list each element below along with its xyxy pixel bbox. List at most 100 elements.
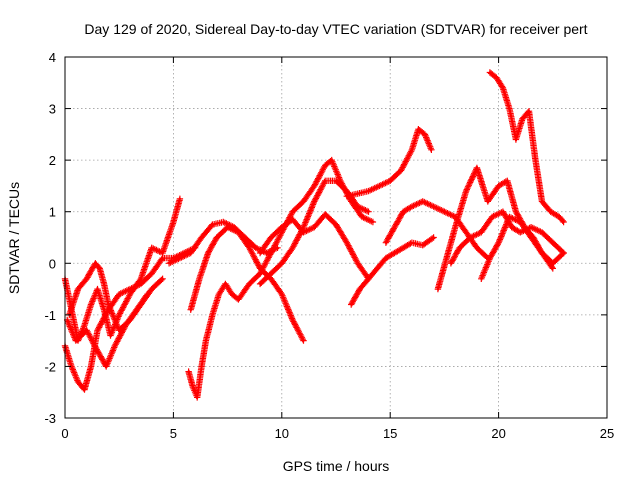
data-point (161, 277, 164, 280)
data-point (549, 210, 552, 213)
series-arc-8 (256, 211, 372, 282)
data-point (562, 220, 565, 224)
data-point (302, 226, 305, 229)
data-point (558, 215, 561, 219)
data-point (291, 246, 294, 249)
data-point (358, 287, 361, 291)
data-point (70, 365, 73, 368)
data-point (200, 365, 203, 368)
data-point (378, 184, 381, 188)
data-point (161, 256, 164, 260)
series-arc-12 (348, 234, 437, 308)
data-point (436, 287, 440, 291)
data-point (501, 86, 505, 90)
data-point (191, 385, 195, 389)
data-point (334, 179, 338, 182)
data-point (506, 179, 509, 182)
y-tick-label: 0 (49, 256, 56, 271)
y-tick-label: -2 (44, 359, 56, 374)
series-arc-17 (486, 69, 567, 226)
data-point (204, 339, 208, 342)
series-markers (478, 213, 567, 282)
data-point (501, 210, 505, 213)
data-point (384, 256, 388, 260)
data-point (265, 251, 268, 255)
data-point (113, 344, 117, 347)
data-point (393, 251, 396, 255)
data-point (89, 365, 93, 368)
data-point (248, 246, 251, 249)
data-point (280, 231, 283, 234)
data-point (389, 179, 392, 182)
data-point (551, 267, 554, 270)
data-point (198, 277, 201, 280)
data-point (128, 287, 132, 291)
data-point (258, 282, 262, 286)
y-tick-label: 1 (49, 205, 56, 220)
data-point (172, 220, 175, 224)
y-tick-label: 4 (49, 50, 56, 65)
data-point (356, 262, 359, 265)
data-point (410, 205, 414, 208)
data-point (551, 241, 554, 244)
data-point (475, 166, 479, 170)
series-arc-7 (165, 218, 281, 267)
data-point (529, 236, 533, 239)
data-point (96, 329, 99, 332)
data-point (248, 282, 251, 286)
data-point (510, 226, 513, 229)
data-point (232, 226, 236, 229)
data-point (495, 76, 498, 79)
data-point (367, 277, 370, 280)
data-point (356, 205, 359, 208)
data-point (508, 215, 511, 219)
data-point (313, 184, 316, 188)
data-point (96, 287, 99, 291)
data-point (519, 231, 522, 234)
data-point (527, 110, 531, 113)
data-point (508, 107, 511, 110)
series-arc-4 (64, 291, 151, 370)
data-point (367, 210, 370, 213)
data-point (196, 396, 199, 399)
data-point (410, 241, 414, 244)
data-point (469, 236, 472, 239)
data-point (464, 189, 468, 193)
data-point (345, 241, 348, 244)
data-point (254, 246, 257, 249)
data-point (324, 179, 327, 182)
data-point (269, 277, 273, 280)
tick-layer: 0 5 10 15 20 25 -3 -2 -1 0 1 2 3 4 (44, 50, 614, 441)
data-point (529, 226, 533, 229)
data-point (187, 370, 190, 373)
data-point (497, 241, 500, 244)
y-tick-label: 2 (49, 153, 56, 168)
data-point (432, 205, 435, 208)
y-tick-label: -1 (44, 308, 56, 323)
data-point (76, 380, 80, 384)
data-point (410, 148, 414, 151)
data-point (118, 313, 121, 317)
series-markers (61, 195, 184, 344)
data-layer (61, 69, 567, 401)
data-point (85, 277, 88, 280)
data-point (488, 256, 492, 260)
data-point (211, 313, 214, 317)
data-point (402, 210, 405, 213)
data-point (551, 262, 554, 265)
data-point (146, 293, 149, 296)
x-tick-label: 0 (61, 426, 68, 441)
data-point (421, 200, 424, 203)
data-point (128, 293, 132, 296)
data-point (521, 117, 524, 121)
series-arc-11 (343, 126, 435, 200)
data-point (345, 189, 348, 193)
series-arc-5 (185, 270, 264, 401)
data-point (109, 334, 112, 337)
data-point (222, 220, 225, 224)
series-arc-10 (256, 177, 372, 288)
x-tick-label: 25 (600, 426, 614, 441)
data-point (421, 244, 424, 247)
